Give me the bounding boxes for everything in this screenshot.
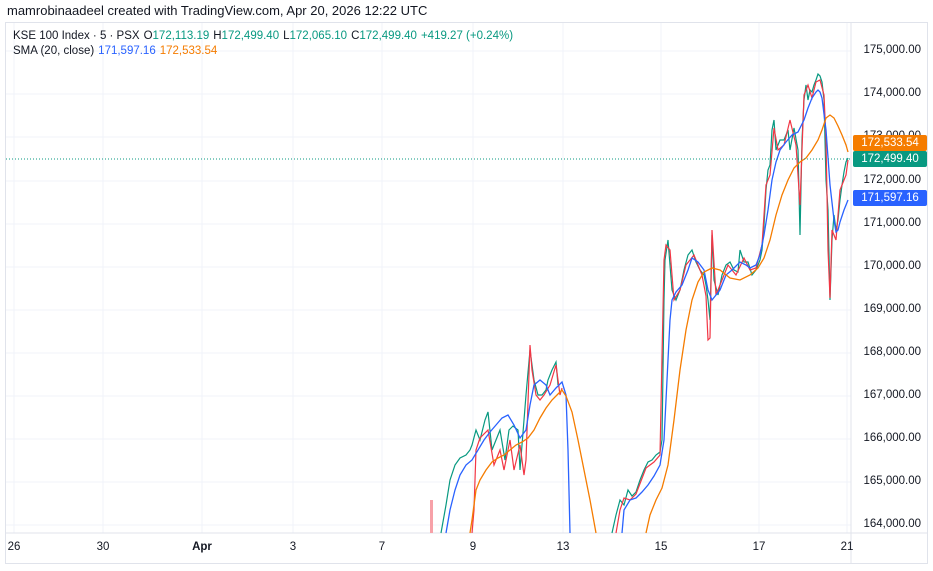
- change-value: +419.27 (+0.24%): [420, 30, 514, 42]
- x-tick-13: 13: [556, 541, 570, 553]
- chart-credit: mamrobinaadeel created with TradingView.…: [7, 3, 428, 18]
- x-tick-3: 3: [289, 541, 297, 553]
- x-tick-26: 26: [7, 541, 21, 553]
- open-value: 172,113.19: [152, 30, 210, 42]
- sma-slow-value: 172,533.54: [159, 45, 218, 57]
- y-tick-166000: 166,000.00: [863, 432, 921, 444]
- y-tick-171000: 171,000.00: [863, 217, 921, 229]
- y-tick-174000: 174,000.00: [863, 87, 921, 99]
- x-tick-7: 7: [378, 541, 386, 553]
- high-label: H: [213, 30, 222, 42]
- y-tick-164000: 164,000.00: [863, 518, 921, 530]
- low-value: 172,065.10: [289, 30, 348, 42]
- y-tick-170000: 170,000.00: [863, 260, 921, 272]
- sma-slow-line-2: [645, 114, 849, 534]
- open-label: O: [143, 30, 153, 42]
- last-price-tag: 172,499.40: [853, 151, 927, 167]
- close-label: C: [351, 30, 360, 42]
- grid-lines: [6, 23, 851, 533]
- x-tick-17: 17: [752, 541, 766, 553]
- x-tick-apr: Apr: [192, 541, 212, 553]
- y-tick-169000: 169,000.00: [863, 303, 921, 315]
- chart-frame: [5, 22, 928, 564]
- sma-legend-row: SMA (20, close) 171,597.16 172,533.54: [13, 44, 513, 59]
- y-tick-175000: 175,000.00: [863, 44, 921, 56]
- candlesticks: [430, 72, 849, 534]
- y-tick-167000: 167,000.00: [863, 389, 921, 401]
- symbol-label[interactable]: KSE 100 Index · 5 · PSX: [13, 30, 140, 42]
- sma-slow-line: [469, 388, 597, 534]
- sma-fast-line: [445, 379, 571, 534]
- sma-slow-price-tag: 172,533.54: [853, 135, 927, 151]
- x-tick-9: 9: [469, 541, 477, 553]
- y-tick-172000: 172,000.00: [863, 174, 921, 186]
- sma-label[interactable]: SMA (20, close): [13, 45, 95, 57]
- ohlc-legend-row: KSE 100 Index · 5 · PSX O172,113.19 H172…: [13, 29, 513, 44]
- x-tick-30: 30: [96, 541, 110, 553]
- y-tick-165000: 165,000.00: [863, 475, 921, 487]
- sma-fast-value: 171,597.16: [98, 45, 156, 57]
- y-tick-168000: 168,000.00: [863, 346, 921, 358]
- x-tick-15: 15: [654, 541, 668, 553]
- chart-legend: KSE 100 Index · 5 · PSX O172,113.19 H172…: [13, 29, 513, 59]
- sma-fast-price-tag: 171,597.16: [853, 190, 927, 206]
- high-value: 172,499.40: [221, 30, 280, 42]
- x-tick-21: 21: [840, 541, 854, 553]
- close-value: 172,499.40: [359, 30, 417, 42]
- sma-fast-line-2: [621, 89, 849, 534]
- low-label: L: [283, 30, 290, 42]
